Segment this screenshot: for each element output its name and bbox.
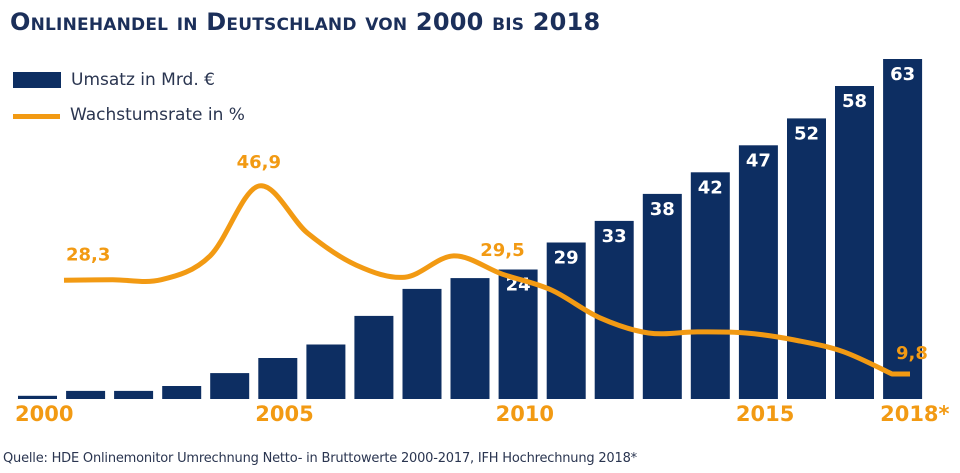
x-tick-2005: 2005 xyxy=(255,402,313,426)
bar-2006 xyxy=(306,344,346,399)
legend-item-growth: Wachstumsrate in % xyxy=(13,105,245,125)
bar-2013 xyxy=(642,193,682,399)
bar-2004 xyxy=(210,373,250,399)
bar-2005 xyxy=(258,358,298,399)
bar-2017 xyxy=(835,86,874,399)
x-tick-2015: 2015 xyxy=(736,402,794,426)
growth-rate-data-labels: 28,3 46,9 29,5 9,8 xyxy=(66,152,928,364)
legend-line-swatch xyxy=(13,113,60,119)
bar-2016 xyxy=(787,118,826,400)
bar-2010 xyxy=(498,269,538,399)
rate-label-2010: 29,5 xyxy=(480,240,524,261)
chart-title: Onlinehandel in Deutschland von 2000 bis… xyxy=(10,8,601,36)
legend-label-revenue: Umsatz in Mrd. € xyxy=(71,70,215,90)
bar-label-2013: 38 xyxy=(650,199,675,220)
bar-label-2018: 63 xyxy=(890,64,915,85)
bar-2001 xyxy=(66,390,106,399)
bar-2018 xyxy=(883,59,923,399)
bar-2014 xyxy=(690,172,730,399)
growth-rate-line xyxy=(63,183,910,377)
legend-item-revenue: Umsatz in Mrd. € xyxy=(13,70,215,90)
bar-2011 xyxy=(546,242,586,399)
bar-2003 xyxy=(162,386,202,399)
bar-label-2015: 47 xyxy=(746,150,771,171)
source-note: Quelle: HDE Onlinemonitor Umrechnung Net… xyxy=(3,451,637,466)
bar-label-2017: 58 xyxy=(842,91,867,112)
legend-bar-swatch xyxy=(13,72,61,88)
bar-2015 xyxy=(738,145,778,399)
bar-label-2012: 33 xyxy=(602,226,627,247)
bar-label-2016: 52 xyxy=(794,123,819,144)
x-tick-2010: 2010 xyxy=(496,402,554,426)
rate-label-2001: 28,3 xyxy=(66,244,110,265)
x-tick-2018: 2018* xyxy=(880,402,949,426)
bar-label-2014: 42 xyxy=(698,177,723,198)
bar-2007 xyxy=(354,315,394,399)
bar-2009 xyxy=(450,278,490,399)
bar-2000 xyxy=(18,395,57,399)
bar-2012 xyxy=(594,220,634,399)
bar-2002 xyxy=(114,390,154,399)
x-axis-tick-labels: 2000 2005 2010 2015 2018* xyxy=(15,402,950,426)
bar-series xyxy=(18,59,923,400)
rate-label-2005: 46,9 xyxy=(237,152,281,173)
x-tick-2000: 2000 xyxy=(15,402,73,426)
legend-label-growth: Wachstumsrate in % xyxy=(70,105,245,125)
rate-label-2018: 9,8 xyxy=(896,343,928,364)
bar-2008 xyxy=(402,288,442,399)
bar-label-2011: 29 xyxy=(554,248,579,269)
